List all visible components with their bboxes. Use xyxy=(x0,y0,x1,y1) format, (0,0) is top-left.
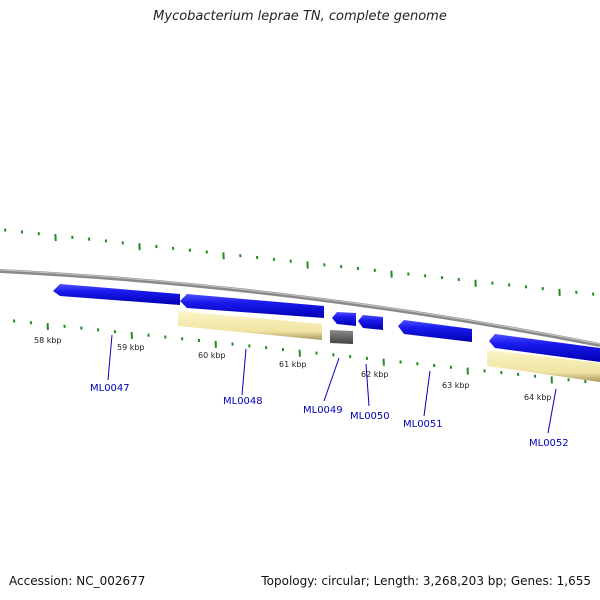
gene-arrow-ml0052 xyxy=(489,334,600,362)
outer-tick-ring xyxy=(4,228,595,297)
gene-label-ml0052: ML0052 xyxy=(529,438,569,449)
gene-label-ml0051: ML0051 xyxy=(403,419,443,430)
map-title: Mycobacterium leprae TN, complete genome xyxy=(153,9,447,24)
gene-leader-line xyxy=(323,357,340,402)
genome-backbone xyxy=(0,269,600,347)
kbp-label: 59 kbp xyxy=(117,343,145,352)
gene-label-leaders xyxy=(107,334,557,434)
kbp-label: 62 kbp xyxy=(361,370,389,379)
gene-track xyxy=(53,284,600,382)
kbp-label: 60 kbp xyxy=(198,351,226,360)
accession-text: Accession: NC_002677 xyxy=(9,574,146,588)
gene-arrow-ml0048 xyxy=(180,294,324,318)
gene-box-ml0052-complement xyxy=(487,350,600,382)
gene-label-ml0048: ML0048 xyxy=(223,396,263,407)
gene-arrow-ml0050b xyxy=(358,315,383,330)
kbp-scale-labels: 58 kbp 59 kbp 60 kbp 61 kbp 62 kbp 63 kbp 64 k… xyxy=(34,336,552,402)
gene-label-ml0050: ML0050 xyxy=(350,411,390,422)
kbp-label: 63 kbp xyxy=(442,381,470,390)
gene-box-ml0048-complement xyxy=(178,311,322,340)
kbp-label: 61 kbp xyxy=(279,360,307,369)
genome-backbone-highlight xyxy=(0,269,600,345)
kbp-label: 64 kbp xyxy=(524,393,552,402)
gene-leader-line xyxy=(547,388,557,434)
gene-arrow-ml0047 xyxy=(53,284,180,305)
genome-summary-text: Topology: circular; Length: 3,268,203 bp… xyxy=(261,574,591,588)
gene-label-ml0047: ML0047 xyxy=(90,383,130,394)
gene-labels: ML0047 ML0048 ML0049 ML0050 ML0051 ML0052 xyxy=(90,383,569,449)
gene-leader-line xyxy=(241,348,247,396)
gene-arrow-ml0050a xyxy=(332,312,356,326)
gene-leader-line xyxy=(107,334,113,381)
gene-leader-line xyxy=(423,370,431,417)
gene-leader-line xyxy=(365,363,370,407)
gene-box-ml0049 xyxy=(330,330,353,344)
gene-label-ml0049: ML0049 xyxy=(303,405,343,416)
inner-tick-ring xyxy=(13,319,587,384)
gene-arrow-ml0051 xyxy=(398,320,472,342)
kbp-label: 58 kbp xyxy=(34,336,62,345)
